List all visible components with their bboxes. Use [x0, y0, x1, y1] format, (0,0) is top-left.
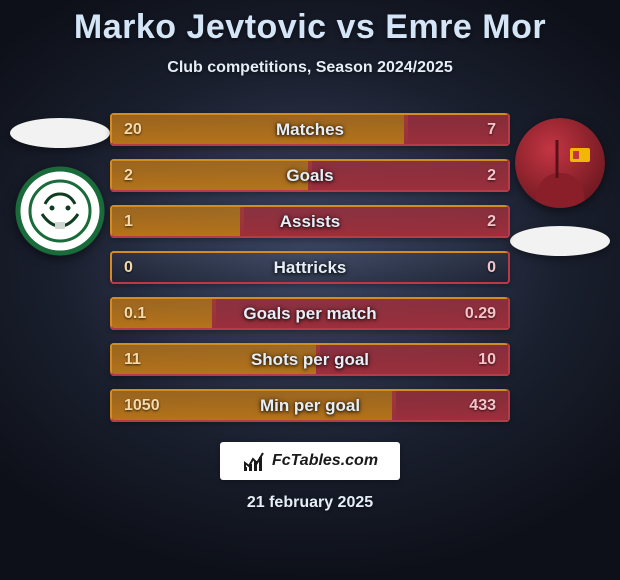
date-text: 21 february 2025 [0, 494, 620, 512]
player-right-column [510, 118, 610, 256]
watermark-text: FcTables.com [272, 452, 378, 470]
stat-value-left: 20 [124, 121, 142, 139]
stat-row: 1050 433 Min per goal [110, 389, 510, 422]
stat-fill-left [112, 161, 312, 190]
flag-placeholder-right [510, 226, 610, 256]
stat-value-left: 2 [124, 167, 133, 185]
page-title: Marko Jevtovic vs Emre Mor [0, 0, 620, 47]
stat-label: Hattricks [274, 258, 347, 278]
konyaspor-badge-icon [15, 166, 105, 256]
player-photo-right [515, 118, 605, 208]
stat-label: Min per goal [260, 396, 360, 416]
subtitle: Club competitions, Season 2024/2025 [0, 59, 620, 77]
stat-value-right: 10 [478, 351, 496, 369]
watermark: FcTables.com [220, 442, 400, 480]
stat-value-left: 1 [124, 213, 133, 231]
stat-row: 2 2 Goals [110, 159, 510, 192]
stat-value-right: 2 [487, 167, 496, 185]
stat-value-left: 0.1 [124, 305, 146, 323]
stat-fill-right [308, 161, 508, 190]
stat-label: Goals per match [243, 304, 376, 324]
stat-row: 1 2 Assists [110, 205, 510, 238]
stat-value-right: 2 [487, 213, 496, 231]
stat-label: Goals [286, 166, 333, 186]
stat-value-left: 0 [124, 259, 133, 277]
club-badge-left [15, 166, 105, 256]
player-left-column [10, 118, 110, 256]
stat-row: 0 0 Hattricks [110, 251, 510, 284]
stat-value-left: 1050 [124, 397, 160, 415]
stat-row: 0.1 0.29 Goals per match [110, 297, 510, 330]
stat-value-left: 11 [124, 351, 141, 369]
stats-bars: 20 7 Matches 2 2 Goals 1 2 Assists 0 0 Hattricks 0.1… [110, 113, 510, 422]
stat-row: 20 7 Matches [110, 113, 510, 146]
stat-value-right: 433 [469, 397, 496, 415]
stat-label: Matches [276, 120, 344, 140]
fctables-logo-icon [242, 449, 266, 473]
flag-placeholder-left [10, 118, 110, 148]
stat-label: Assists [280, 212, 340, 232]
stat-value-right: 7 [487, 121, 496, 139]
stat-fill-left [112, 115, 408, 144]
stat-row: 11 10 Shots per goal [110, 343, 510, 376]
player-avatar-icon [515, 118, 605, 208]
stat-value-right: 0 [487, 259, 496, 277]
stat-value-right: 0.29 [465, 305, 496, 323]
stat-label: Shots per goal [251, 350, 369, 370]
